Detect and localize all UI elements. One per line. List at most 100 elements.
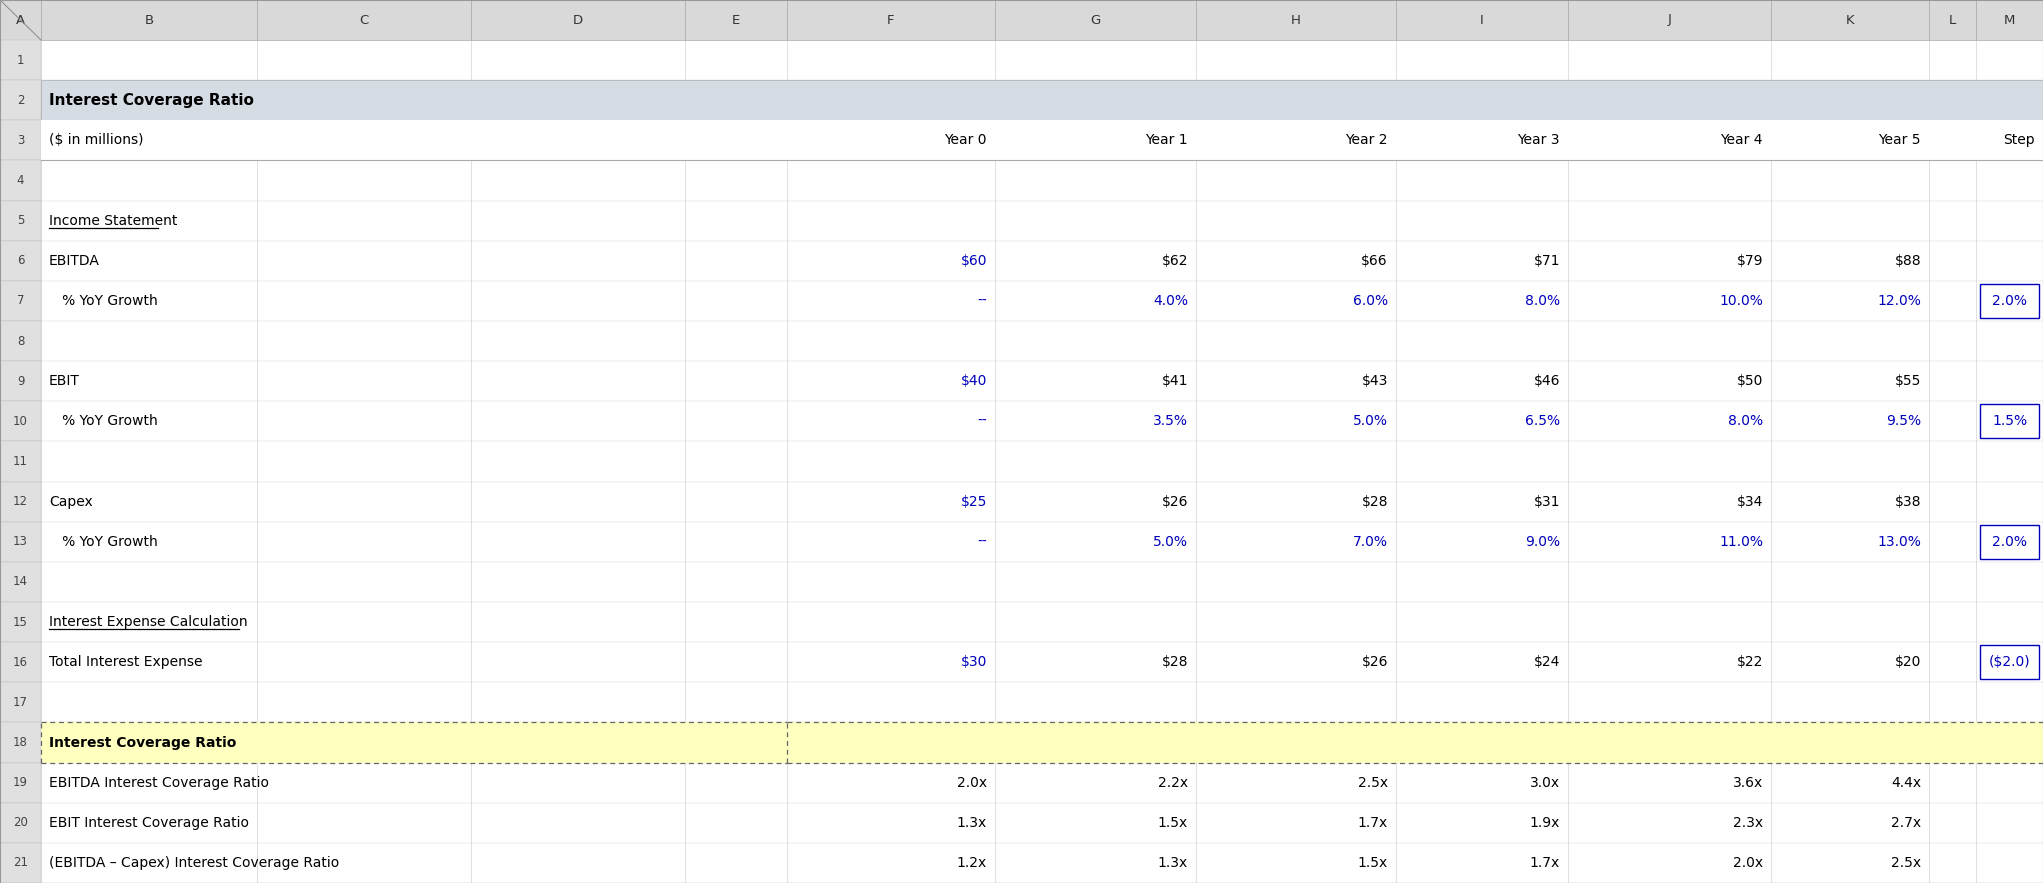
Text: $55: $55 xyxy=(1894,374,1920,389)
Text: 7: 7 xyxy=(16,294,25,307)
Text: Capex: Capex xyxy=(49,494,92,509)
Bar xyxy=(0,803,41,843)
Bar xyxy=(472,0,684,40)
Text: 3.5%: 3.5% xyxy=(1152,414,1187,428)
Text: $88: $88 xyxy=(1894,253,1920,268)
Bar xyxy=(1980,283,2039,318)
Text: 10: 10 xyxy=(12,415,29,428)
Text: 9.0%: 9.0% xyxy=(1524,535,1561,549)
Text: 3.6x: 3.6x xyxy=(1732,775,1763,789)
Text: 18: 18 xyxy=(12,736,29,749)
Bar xyxy=(0,481,41,522)
Bar xyxy=(1567,0,1771,40)
Text: 9.5%: 9.5% xyxy=(1886,414,1920,428)
Text: $46: $46 xyxy=(1534,374,1561,389)
Text: 2.5x: 2.5x xyxy=(1359,775,1387,789)
Text: % YoY Growth: % YoY Growth xyxy=(49,294,157,308)
Text: --: -- xyxy=(977,294,987,308)
Text: 8.0%: 8.0% xyxy=(1524,294,1561,308)
Bar xyxy=(0,602,41,642)
Bar xyxy=(0,120,41,161)
Text: 8.0%: 8.0% xyxy=(1728,414,1763,428)
Text: D: D xyxy=(572,13,582,26)
Text: 4.0%: 4.0% xyxy=(1152,294,1187,308)
Text: 1.3x: 1.3x xyxy=(956,816,987,830)
Text: 5.0%: 5.0% xyxy=(1352,414,1387,428)
Text: EBIT: EBIT xyxy=(49,374,80,389)
Bar xyxy=(0,683,41,722)
Text: 6.5%: 6.5% xyxy=(1524,414,1561,428)
Text: 6.0%: 6.0% xyxy=(1352,294,1387,308)
Text: $20: $20 xyxy=(1894,655,1920,669)
Text: 1.5%: 1.5% xyxy=(1992,414,2027,428)
Text: EBITDA: EBITDA xyxy=(49,253,100,268)
Text: $24: $24 xyxy=(1534,655,1561,669)
Text: $30: $30 xyxy=(960,655,987,669)
Text: I: I xyxy=(1479,13,1483,26)
Bar xyxy=(1980,404,2039,439)
Text: 2.3x: 2.3x xyxy=(1732,816,1763,830)
Text: M: M xyxy=(2004,13,2014,26)
Text: 16: 16 xyxy=(12,656,29,668)
Text: Year 0: Year 0 xyxy=(944,133,987,147)
Text: 2.2x: 2.2x xyxy=(1158,775,1187,789)
Text: 5.0%: 5.0% xyxy=(1152,535,1187,549)
Text: 4: 4 xyxy=(16,174,25,187)
Bar xyxy=(0,562,41,602)
Text: $28: $28 xyxy=(1361,494,1387,509)
Text: % YoY Growth: % YoY Growth xyxy=(49,535,157,549)
Text: $40: $40 xyxy=(960,374,987,389)
Text: Year 2: Year 2 xyxy=(1346,133,1387,147)
Text: Step: Step xyxy=(2004,133,2035,147)
Bar xyxy=(0,241,41,281)
Bar xyxy=(0,522,41,562)
Text: Interest Coverage Ratio: Interest Coverage Ratio xyxy=(49,736,237,750)
Text: 1.7x: 1.7x xyxy=(1359,816,1387,830)
Text: $66: $66 xyxy=(1361,253,1387,268)
Bar xyxy=(257,0,472,40)
Text: 2.7x: 2.7x xyxy=(1892,816,1920,830)
Text: $26: $26 xyxy=(1162,494,1187,509)
Text: 5: 5 xyxy=(16,215,25,227)
Text: Income Statement: Income Statement xyxy=(49,214,178,228)
Text: E: E xyxy=(731,13,740,26)
Text: 3.0x: 3.0x xyxy=(1530,775,1561,789)
Text: 3: 3 xyxy=(16,134,25,147)
Bar xyxy=(684,0,787,40)
Text: 1.3x: 1.3x xyxy=(1158,856,1187,870)
Bar xyxy=(0,161,41,200)
Text: 1.5x: 1.5x xyxy=(1158,816,1187,830)
Text: $60: $60 xyxy=(960,253,987,268)
Text: 14: 14 xyxy=(12,576,29,588)
Bar xyxy=(0,0,41,40)
Text: 2.0%: 2.0% xyxy=(1992,535,2027,549)
Text: F: F xyxy=(887,13,895,26)
Text: 2: 2 xyxy=(16,94,25,107)
Text: 19: 19 xyxy=(12,776,29,789)
Text: % YoY Growth: % YoY Growth xyxy=(49,414,157,428)
Bar xyxy=(0,40,41,80)
Text: 8: 8 xyxy=(16,335,25,348)
Text: $41: $41 xyxy=(1162,374,1187,389)
Text: L: L xyxy=(1949,13,1955,26)
Bar xyxy=(1929,0,1976,40)
Bar xyxy=(0,200,41,241)
Bar xyxy=(0,442,41,481)
Bar xyxy=(41,0,257,40)
Text: (EBITDA – Capex) Interest Coverage Ratio: (EBITDA – Capex) Interest Coverage Ratio xyxy=(49,856,339,870)
Text: 1.2x: 1.2x xyxy=(956,856,987,870)
Text: C: C xyxy=(360,13,368,26)
Text: Year 5: Year 5 xyxy=(1878,133,1920,147)
Text: $71: $71 xyxy=(1534,253,1561,268)
Text: 20: 20 xyxy=(12,816,29,829)
Bar xyxy=(0,722,41,763)
Text: 1.7x: 1.7x xyxy=(1530,856,1561,870)
Text: Interest Expense Calculation: Interest Expense Calculation xyxy=(49,615,247,629)
Text: $50: $50 xyxy=(1737,374,1763,389)
Text: 2.0%: 2.0% xyxy=(1992,294,2027,308)
Text: --: -- xyxy=(977,535,987,549)
Text: $62: $62 xyxy=(1162,253,1187,268)
Text: Interest Coverage Ratio: Interest Coverage Ratio xyxy=(49,93,253,108)
Bar xyxy=(0,843,41,883)
Text: K: K xyxy=(1845,13,1855,26)
